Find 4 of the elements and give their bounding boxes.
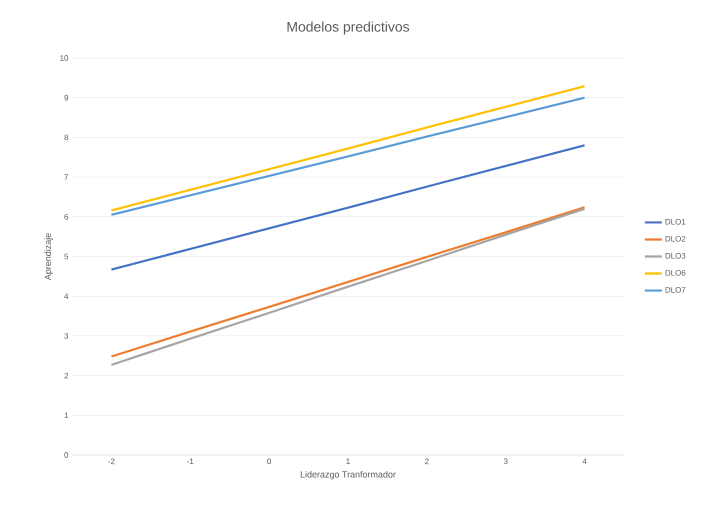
line-series — [110, 144, 586, 271]
y-axis-title: Aprendizaje — [44, 233, 53, 280]
chart-title: Modelos predictivos — [288, 21, 410, 34]
x-axis-title: Liderazgo Tranformador — [300, 471, 396, 480]
